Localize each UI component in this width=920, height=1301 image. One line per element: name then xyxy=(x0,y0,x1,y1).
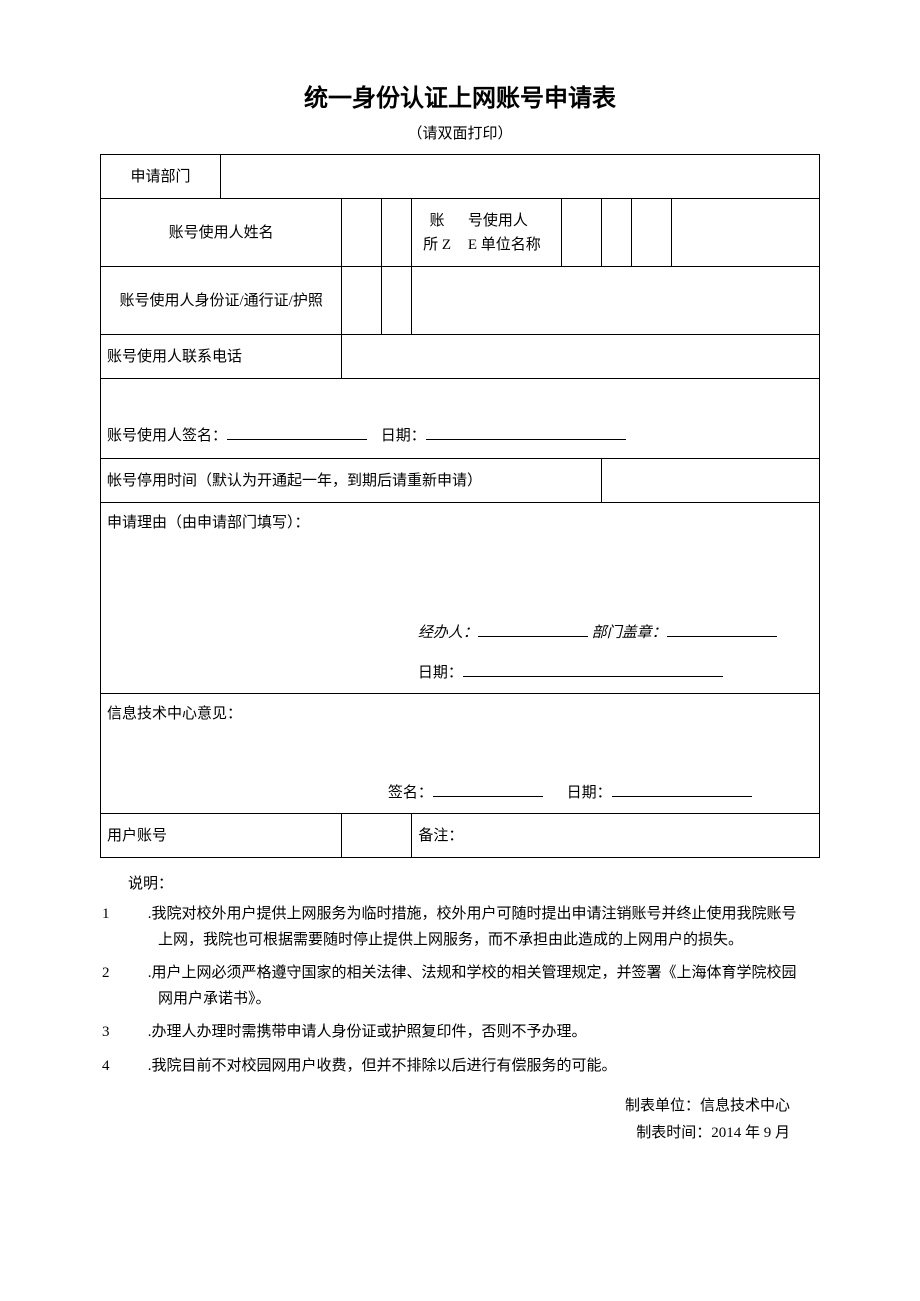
user-name-label: 账号使用人姓名 xyxy=(101,199,342,267)
stop-time-value xyxy=(602,459,820,503)
account-label: 用户账号 xyxy=(101,814,342,858)
user-unit-label-col2: 号使用人 E 单位名称 xyxy=(462,199,562,267)
id-value-a xyxy=(342,267,382,335)
center-sign-line: 签名： 日期： xyxy=(382,773,820,814)
footer-org: 制表单位：信息技术中心 xyxy=(100,1093,790,1120)
reason-label: 申请理由（由申请部门填写）： xyxy=(101,503,820,613)
id-value-b xyxy=(382,267,412,335)
footer-date: 制表时间：2014 年 9 月 xyxy=(100,1120,790,1147)
signature-row: 账号使用人签名： 日期： xyxy=(101,379,820,459)
remark-cell: 备注： xyxy=(412,814,820,858)
notes-title: 说明： xyxy=(128,872,800,896)
note-item-1: 1 .我院对校外用户提供上网服务为临时措施，校外用户可随时提出申请注销账号并终止… xyxy=(130,902,800,953)
user-unit-value-b xyxy=(602,199,632,267)
application-form-table: 申请部门 账号使用人姓名 账 所 Z 号使用人 E 单位名称 账号使用人身份证/… xyxy=(100,154,820,858)
user-unit-value-d xyxy=(672,199,820,267)
phone-label: 账号使用人联系电话 xyxy=(101,335,342,379)
id-value-c xyxy=(412,267,820,335)
dept-label: 申请部门 xyxy=(101,155,221,199)
note-item-3: 3 .办理人办理时需携带申请人身份证或护照复印件，否则不予办理。 xyxy=(130,1020,800,1046)
form-title: 统一身份认证上网账号申请表 xyxy=(100,80,820,118)
reason-blank-left2 xyxy=(101,653,412,694)
note-item-4: 4 .我院目前不对校园网用户收费，但并不排除以后进行有偿服务的可能。 xyxy=(130,1054,800,1080)
note-item-2: 2 .用户上网必须严格遵守国家的相关法律、法规和学校的相关管理规定，并签署《上海… xyxy=(130,961,800,1012)
form-subtitle: （请双面打印） xyxy=(100,122,820,146)
reason-blank-left xyxy=(101,613,412,653)
handler-line: 经办人： 部门盖章： xyxy=(412,613,820,653)
handler-date-line: 日期： xyxy=(412,653,820,694)
user-name-value-b xyxy=(382,199,412,267)
user-unit-value-a xyxy=(562,199,602,267)
footer: 制表单位：信息技术中心 制表时间：2014 年 9 月 xyxy=(100,1093,820,1147)
notes-section: 说明： 1 .我院对校外用户提供上网服务为临时措施，校外用户可随时提出申请注销账… xyxy=(100,872,820,1079)
user-name-value-a xyxy=(342,199,382,267)
notes-list: 1 .我院对校外用户提供上网服务为临时措施，校外用户可随时提出申请注销账号并终止… xyxy=(120,902,800,1079)
dept-value xyxy=(221,155,820,199)
center-blank-left xyxy=(101,773,382,814)
stop-time-label: 帐号停用时间（默认为开通起一年，到期后请重新申请） xyxy=(101,459,602,503)
id-label: 账号使用人身份证/通行证/护照 xyxy=(101,267,342,335)
phone-value xyxy=(342,335,820,379)
account-value xyxy=(342,814,412,858)
user-unit-value-c xyxy=(632,199,672,267)
center-opinion-label: 信息技术中心意见： xyxy=(101,693,820,773)
user-unit-label-col1: 账 所 Z xyxy=(412,199,462,267)
